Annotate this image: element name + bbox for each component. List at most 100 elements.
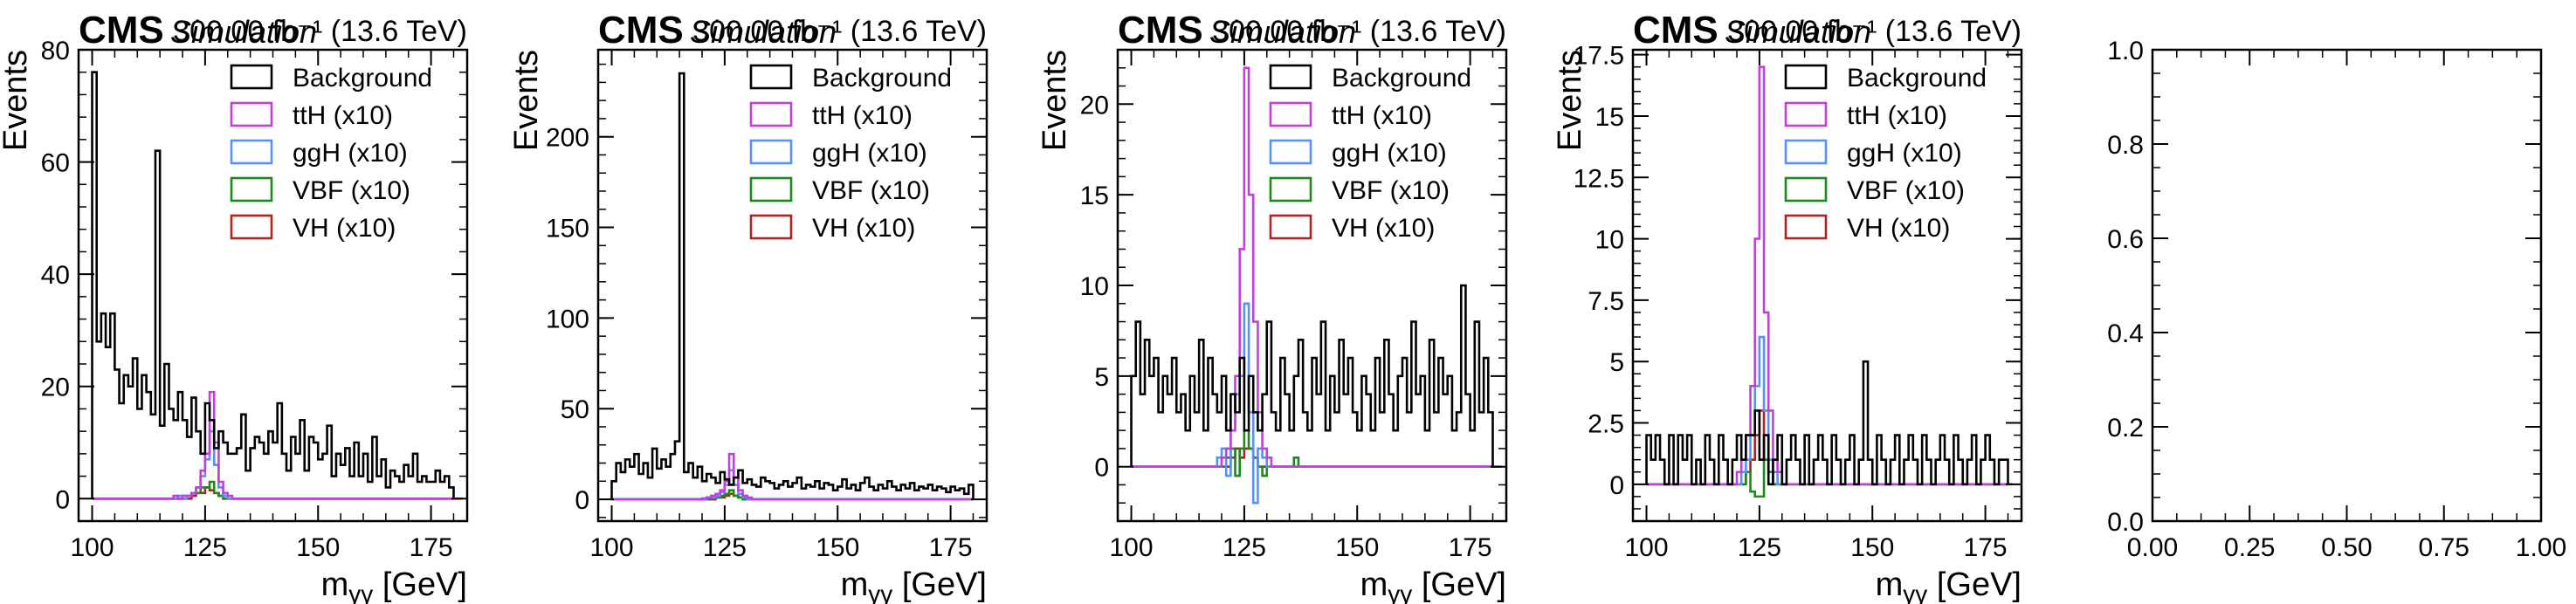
legend-swatch (749, 101, 793, 127)
simulation-label: Simulation (690, 14, 837, 50)
x-tick-label: 175 (410, 533, 453, 562)
y-tick-label: 200 (546, 124, 589, 153)
simulation-label: Simulation (1209, 14, 1356, 50)
legend-swatch (1784, 64, 1828, 90)
legend-label: ggH (x10) (1332, 139, 1447, 168)
legend-swatch (230, 214, 273, 240)
y-tick-label: 0.0 (2107, 508, 2144, 537)
legend-swatch (1269, 176, 1312, 202)
series-background (610, 72, 975, 500)
x-tick-label: 125 (703, 533, 747, 562)
legend: Background ttH (x10) ggH (x10) VBF (x10) VH … (230, 64, 432, 243)
legend-label: ttH (x10) (293, 101, 393, 130)
legend-swatch (1784, 139, 1828, 165)
legend-label: ttH (x10) (1332, 101, 1432, 130)
y-tick-label: 0.4 (2107, 319, 2144, 348)
legend-swatch (230, 139, 273, 165)
y-tick-label: 10 (1595, 226, 1624, 255)
series-vbf-x10 (611, 489, 974, 501)
legend-swatch (749, 214, 793, 240)
y-tick-label: 100 (546, 305, 589, 333)
lumi-label: 300.00 fb⁻¹ (13.6 TeV) (1727, 15, 2022, 48)
legend-label: ggH (x10) (1847, 139, 1962, 168)
x-tick-label: 125 (1223, 533, 1266, 562)
series-tth-x10 (1131, 66, 1493, 468)
legend-label: VH (x10) (293, 214, 396, 243)
legend-label: VH (x10) (1847, 214, 1950, 243)
legend-swatch (1269, 101, 1312, 127)
x-tick-label: 100 (1624, 533, 1668, 562)
legend-swatch (1269, 214, 1312, 240)
legend-swatch (230, 101, 273, 127)
x-tick-label: 150 (296, 533, 340, 562)
legend-swatch (749, 176, 793, 202)
legend-label: Background (812, 64, 952, 93)
y-tick-label: 0.2 (2107, 414, 2144, 443)
cms-label: CMS (1633, 9, 1718, 51)
y-tick-label: 20 (41, 374, 70, 402)
y-tick-label: 0 (1094, 454, 1109, 483)
series-tth-x10 (92, 390, 454, 500)
x-tick-label: 0.75 (2419, 533, 2469, 562)
panel-2: 100 125 150 175 0 50 100 150 200 mγγ [GeV] Events C… (508, 9, 988, 604)
y-axis-label: Events (508, 50, 545, 151)
legend: Background ttH (x10) ggH (x10) VBF (x10) VH … (749, 64, 952, 243)
x-tick-label: 150 (1335, 533, 1379, 562)
cms-label: CMS (79, 9, 164, 51)
legend-label: VBF (x10) (1847, 176, 1965, 205)
simulation-label: Simulation (170, 14, 317, 50)
x-tick-label: 175 (929, 533, 973, 562)
simulation-label: Simulation (1725, 14, 1871, 50)
legend-label: Background (293, 64, 432, 93)
panel-1: 100 125 150 175 0 20 40 60 80 mγγ [GeV] Events CMS S… (0, 9, 469, 604)
series-background (1130, 284, 1494, 467)
series-vbf-x10 (1131, 429, 1493, 477)
x-tick-label: 100 (70, 533, 114, 562)
lumi-label: 300.00 fb⁻¹ (13.6 TeV) (173, 15, 467, 48)
y-tick-label: 15 (1080, 182, 1109, 210)
panel-5: 0.00 0.25 0.50 0.75 1.00 0.0 0.2 0.4 0.6 0.8 1.0 (2107, 37, 2566, 562)
y-tick-label: 60 (41, 149, 70, 178)
y-tick-label: 0 (575, 486, 589, 515)
x-tick-label: 125 (1738, 533, 1781, 562)
legend-swatch (230, 176, 273, 202)
legend-label: Background (1332, 64, 1471, 93)
plot-frame (77, 48, 469, 523)
y-axis-label: Events (1552, 50, 1588, 151)
y-tick-label: 40 (41, 261, 70, 290)
legend-label: ggH (x10) (812, 139, 927, 168)
y-tick-label: 50 (561, 395, 589, 424)
y-tick-label: 0 (55, 485, 70, 514)
legend-label: ttH (x10) (812, 101, 913, 130)
series-vbf-x10 (92, 480, 445, 500)
x-tick-label: 150 (816, 533, 859, 562)
legend-label: VBF (x10) (812, 176, 930, 205)
x-axis-label: mγγ [GeV] (841, 566, 987, 604)
legend-label: VH (x10) (1332, 214, 1435, 243)
cms-label: CMS (598, 9, 684, 51)
series-background (1645, 360, 2009, 486)
x-tick-label: 0.00 (2127, 533, 2178, 562)
legend-swatch (230, 64, 273, 90)
y-tick-label: 5 (1094, 363, 1109, 392)
legend-label: VBF (x10) (1332, 176, 1450, 205)
legend: Background ttH (x10) ggH (x10) VBF (x10) VH … (1269, 64, 1471, 243)
y-tick-label: 15 (1595, 103, 1624, 132)
cms-label: CMS (1118, 9, 1203, 51)
legend-swatch (1784, 176, 1828, 202)
y-tick-label: 0 (1609, 471, 1624, 500)
legend-label: VBF (x10) (293, 176, 410, 205)
y-tick-label: 20 (1080, 91, 1109, 120)
legend-swatch (1269, 139, 1312, 165)
x-tick-label: 1.00 (2516, 533, 2566, 562)
legend-swatch (1269, 64, 1312, 90)
y-tick-label: 1.0 (2107, 37, 2144, 65)
y-tick-label: 2.5 (1588, 410, 1624, 439)
series-tth-x10 (611, 452, 974, 501)
x-axis-label: mγγ [GeV] (321, 566, 467, 604)
legend-swatch (1784, 101, 1828, 127)
y-axis-label: Events (0, 50, 34, 151)
x-tick-label: 100 (589, 533, 633, 562)
x-tick-label: 100 (1109, 533, 1153, 562)
legend-label: VH (x10) (812, 214, 915, 243)
